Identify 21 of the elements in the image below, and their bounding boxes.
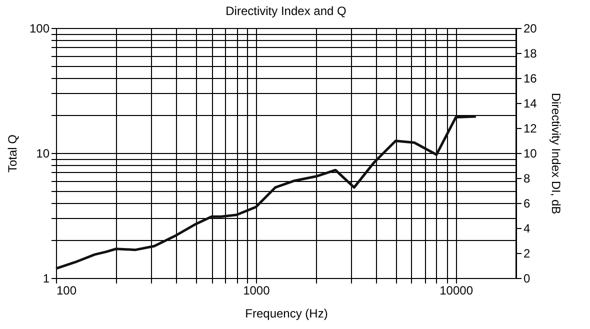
y-tick-label: 1: [42, 272, 50, 286]
x-tick-label: 1000: [243, 284, 270, 298]
y2-tick-label: 6: [524, 196, 530, 210]
y2-tick-label: 4: [524, 222, 530, 236]
y-axis-title: Total Q: [5, 134, 20, 173]
y2-tick-label: 18: [524, 46, 538, 60]
x-tick-label: 100: [56, 284, 77, 298]
y2-tick-label: 12: [524, 122, 538, 136]
y2-tick-label: 20: [524, 22, 538, 36]
y2-tick-label: 16: [524, 72, 538, 86]
y-tick-label: 10: [36, 146, 50, 160]
y2-tick-label: 8: [524, 172, 530, 186]
x-axis-title: Frequency (Hz): [245, 306, 328, 320]
y2-tick-label: 10: [524, 146, 538, 160]
y2-tick-label: 0: [524, 272, 530, 286]
x-tick-label: 10000: [440, 284, 474, 298]
chart-title: Directivity Index and Q: [226, 4, 346, 18]
y2-axis-title: Directivity Index DI, dB: [548, 92, 563, 214]
y-tick-label: 100: [29, 22, 50, 36]
y2-tick-label: 14: [524, 96, 538, 110]
y2-tick-label: 2: [524, 246, 530, 260]
